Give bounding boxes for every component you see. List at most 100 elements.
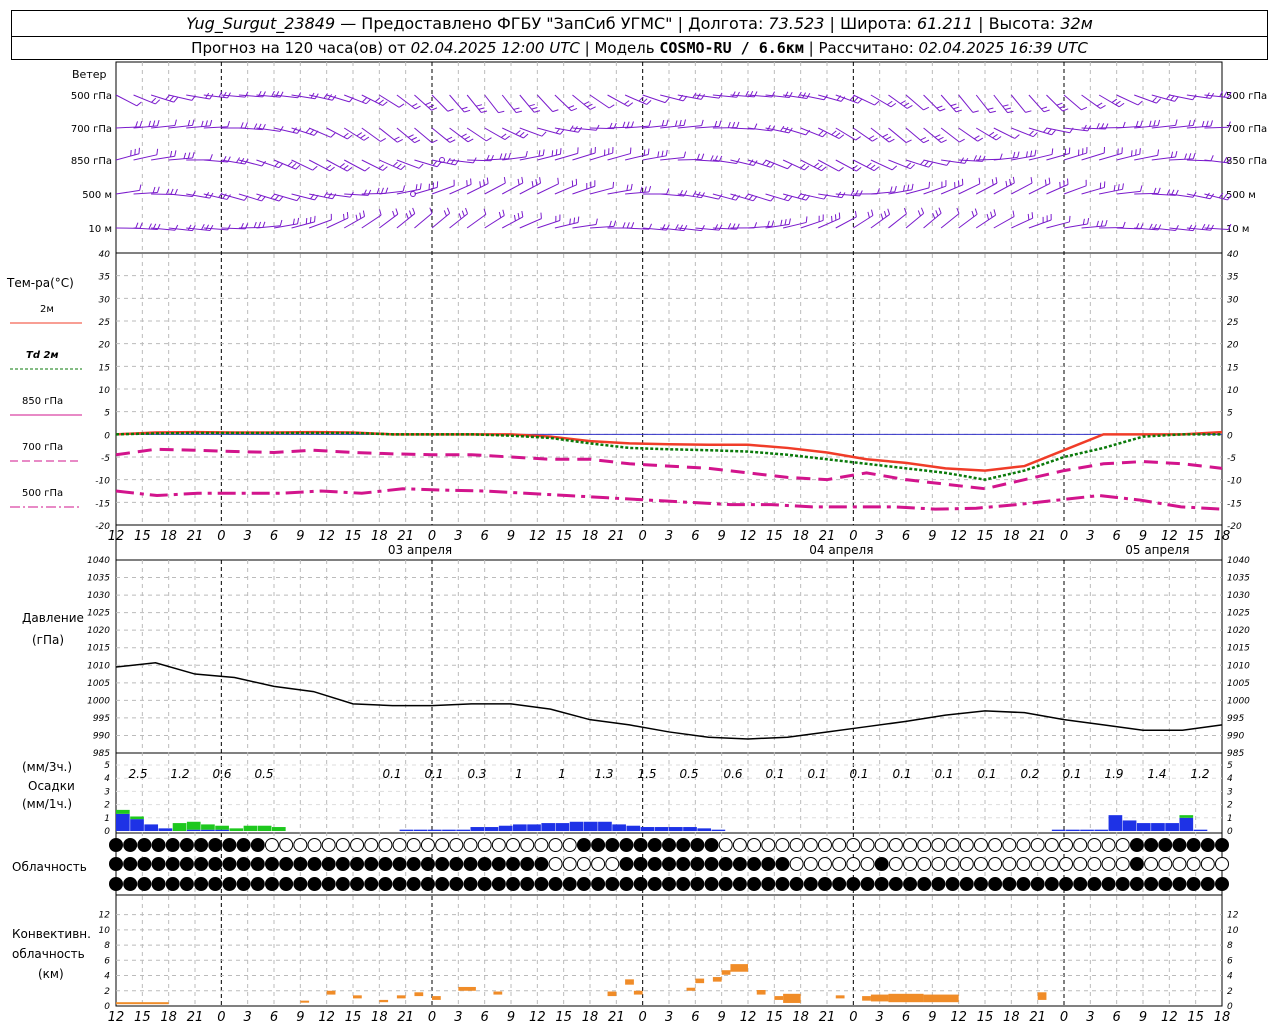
wind-barb <box>730 127 755 130</box>
x-tick-label: 3 <box>665 529 673 544</box>
wind-barb-flag <box>226 194 231 200</box>
wind-barb-flag <box>1118 102 1125 108</box>
wind-barb-flag <box>515 110 523 114</box>
cloud-symbol <box>704 857 719 871</box>
wind-barb-flag <box>783 194 789 200</box>
wind-barb-flag <box>701 119 704 126</box>
wind-barb <box>537 127 561 135</box>
wind-barb-flag <box>382 101 388 106</box>
cloud-symbol <box>1087 838 1102 852</box>
wind-barb <box>589 187 614 195</box>
wind-barb-flag <box>339 163 345 168</box>
cloud-symbol <box>903 857 918 871</box>
wind-barb-flag <box>974 208 978 215</box>
wind-barb-flag <box>1087 217 1090 225</box>
chart-header: Yug_Surgut_23849 — Предоставлено ФГБУ "З… <box>11 10 1268 60</box>
wind-barb-flag <box>1034 149 1037 156</box>
x-tick-label: 15 <box>977 1010 994 1024</box>
cloud-symbol <box>307 857 322 871</box>
wind-barb <box>958 94 974 113</box>
y-tick-label: 5 <box>1227 761 1233 771</box>
y-tick-label: 25 <box>1227 318 1239 328</box>
precip-bar-rain <box>1179 817 1194 831</box>
wind-barb-flag <box>1206 224 1210 231</box>
conv-bar <box>625 979 634 985</box>
cloud-symbol <box>789 877 804 891</box>
pressure-line <box>115 662 1223 740</box>
wind-barb-flag <box>1025 110 1032 113</box>
wind-barb-flag <box>727 223 732 229</box>
wind-barb-flag <box>874 100 880 106</box>
wind-barb-flag <box>577 216 580 223</box>
precip-bar-rain <box>513 824 527 831</box>
wind-barb-flag <box>450 158 455 165</box>
precip-total-3h: 0.1 <box>934 767 953 781</box>
calm-marker <box>439 157 445 163</box>
wind-barb-flag <box>519 131 525 137</box>
wind-barb-flag <box>683 151 687 158</box>
cloud-symbol <box>747 838 762 852</box>
wind-barb-flag <box>1210 224 1214 231</box>
precip-bar-rain <box>1094 829 1109 831</box>
cloud-symbol <box>945 877 960 891</box>
wind-barb-flag <box>762 159 767 165</box>
wind-barb <box>1134 94 1157 104</box>
precip-bar-snow <box>116 809 130 814</box>
wind-barb-flag <box>612 181 615 188</box>
wind-barb <box>519 94 535 113</box>
wind-barb-flag <box>157 186 160 193</box>
y-tick-label: 1015 <box>87 644 110 654</box>
precip-bar-snow <box>271 827 286 831</box>
day-label: 05 апреля <box>1125 543 1189 557</box>
pressure-panel: 1040 1040 1035 1035 1030 1030 1025 1025 1020 1020… <box>87 556 1250 759</box>
cloud-symbol <box>945 838 960 852</box>
wind-barb-flag <box>903 102 910 107</box>
wind-barb-flag <box>253 123 258 130</box>
cloud-symbol <box>350 838 365 852</box>
wind-barb-flag <box>849 95 855 101</box>
cloud-symbol <box>1144 877 1159 891</box>
wind-barb-flag <box>209 154 213 161</box>
wind-barb-flag <box>392 161 398 167</box>
x-tick-label: 18 <box>1214 1010 1231 1024</box>
y-tick-label: 1025 <box>1227 609 1250 619</box>
wind-barb-flag <box>989 110 996 114</box>
wind-barb <box>1204 227 1229 230</box>
wind-barb-flag <box>936 105 943 109</box>
x-tick-label: 15 <box>555 529 572 544</box>
cloud-symbol <box>874 838 889 852</box>
wind-barb <box>747 94 772 98</box>
cloud-symbol <box>179 877 194 891</box>
cloud-symbol <box>846 838 861 852</box>
wind-barb-flag <box>361 97 367 103</box>
wind-barb-flag <box>971 210 975 217</box>
cloud-symbol <box>704 877 719 891</box>
precip-bar-rain <box>1080 829 1094 831</box>
wind-barb-flag <box>183 152 187 159</box>
wind-barb <box>835 127 856 141</box>
wind-barb-flag <box>521 176 524 183</box>
x-tick-label: 15 <box>555 1010 572 1024</box>
wind-barb-flag <box>396 163 402 169</box>
wind-barb <box>537 183 559 195</box>
wind-barb-flag <box>402 185 406 192</box>
cloud-symbol <box>973 877 988 891</box>
wind-barb-flag <box>1218 192 1224 199</box>
wind-barb-flag <box>745 90 749 97</box>
cloud-symbol <box>647 838 662 852</box>
wind-barb-flag <box>903 207 907 214</box>
cloud-symbol <box>477 838 492 852</box>
wind-barb-flag <box>218 192 223 198</box>
x-tick-label: 18 <box>1214 529 1231 544</box>
wind-barb <box>203 126 228 129</box>
cloud-symbol <box>874 857 889 871</box>
precip-bar-rain <box>201 829 215 831</box>
wind-barb <box>1081 94 1101 109</box>
wind-barb-flag <box>992 133 998 139</box>
y-tick-label: 30 <box>1227 295 1239 305</box>
day-label: 04 апреля <box>809 543 873 557</box>
y-tick-label: 1015 <box>1227 644 1250 654</box>
wind-barb-flag <box>882 133 889 138</box>
wind-barb-flag <box>753 123 758 130</box>
cloud-symbol <box>803 877 818 891</box>
